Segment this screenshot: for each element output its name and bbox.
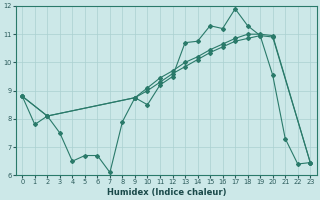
X-axis label: Humidex (Indice chaleur): Humidex (Indice chaleur) bbox=[107, 188, 226, 197]
